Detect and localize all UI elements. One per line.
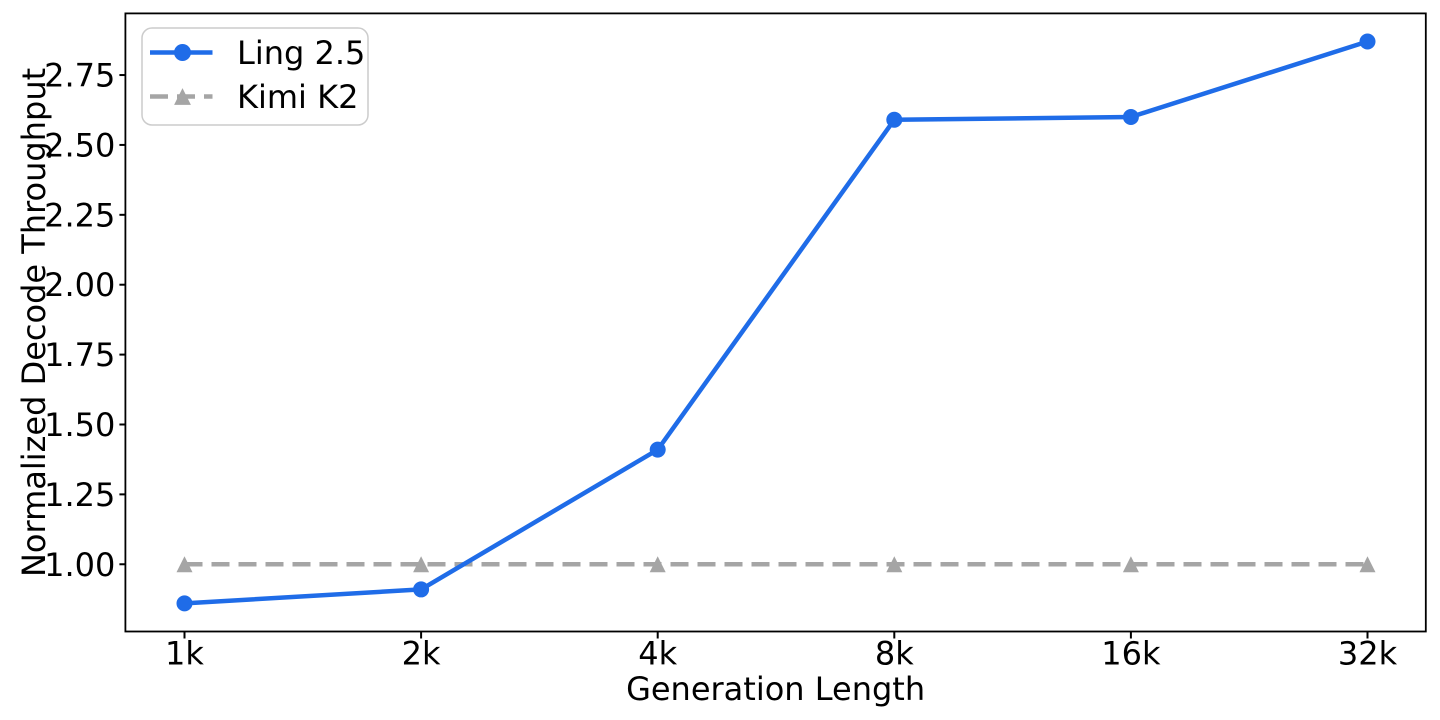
plot-border (124, 12, 1427, 633)
legend-label-1: Kimi K2 (237, 78, 358, 116)
x-tick-label: 1k (165, 635, 204, 673)
y-tick-label: 1.50 (44, 406, 115, 444)
x-tick-label: 32k (1338, 635, 1398, 673)
series-lines (176, 33, 1376, 612)
series-line-0 (184, 39, 1369, 606)
marker-1-32k (1359, 556, 1376, 573)
marker-0-2k (413, 581, 430, 598)
y-axis-label: Normalized Decode Throughput (15, 68, 53, 577)
marker-1-8k (886, 556, 903, 573)
legend-label-0: Ling 2.5 (237, 34, 365, 72)
x-axis-label: Generation Length (626, 670, 925, 708)
axis-labels: Generation Length Normalized Decode Throu… (15, 68, 925, 708)
y-tick-label: 2.75 (44, 57, 115, 95)
legend-marker-0 (174, 44, 191, 61)
marker-0-8k (886, 111, 903, 128)
marker-0-4k (649, 441, 666, 458)
marker-0-1k (176, 595, 193, 612)
x-tick-label: 16k (1101, 635, 1161, 673)
marker-1-1k (176, 556, 193, 573)
tick-labels: 1.00 1.25 1.50 1.75 2.00 2.25 2.50 2.75 1k 2k 4k 8k… (44, 57, 1397, 673)
marker-0-16k (1122, 108, 1139, 125)
x-tick-label: 4k (638, 635, 677, 673)
legend-marker-1 (174, 88, 191, 105)
legend: Ling 2.5 Kimi K2 (141, 27, 369, 126)
tick-marks (119, 74, 1369, 639)
marker-1-2k (413, 556, 430, 573)
x-tick-label: 8k (875, 635, 914, 673)
y-tick-label: 1.75 (44, 336, 115, 374)
y-tick-label: 2.00 (44, 266, 115, 304)
x-tick-label: 2k (402, 635, 441, 673)
axes (124, 12, 1427, 633)
marker-0-32k (1359, 33, 1376, 50)
y-tick-label: 1.25 (44, 476, 115, 514)
marker-1-16k (1122, 556, 1139, 573)
y-tick-label: 2.50 (44, 126, 115, 164)
y-tick-label: 2.25 (44, 196, 115, 234)
y-tick-label: 1.00 (44, 546, 115, 584)
marker-1-4k (649, 556, 666, 573)
